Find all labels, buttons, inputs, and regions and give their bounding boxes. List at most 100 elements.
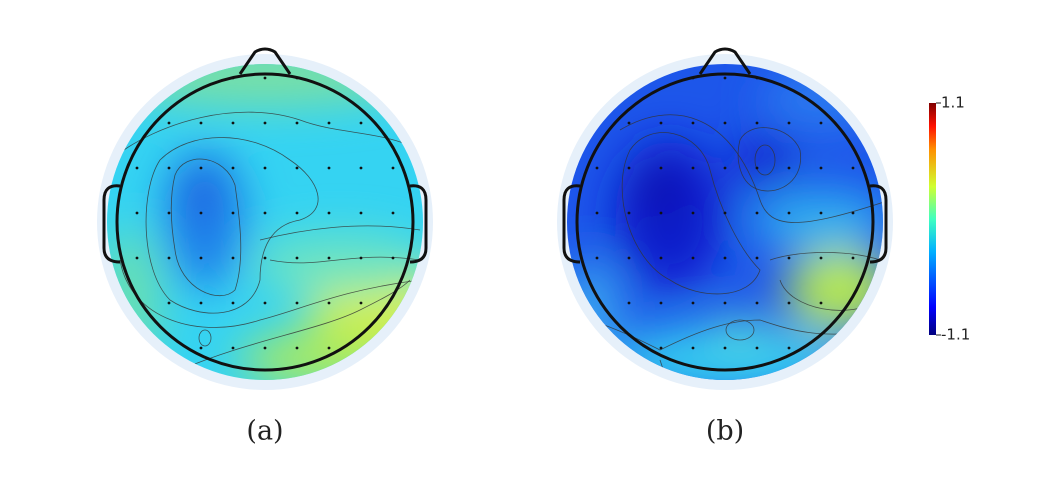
electrode [231,346,235,350]
electrode [327,166,331,170]
electrode [199,256,203,260]
electrode [691,256,695,260]
electrode [327,121,331,125]
electrode [167,301,171,305]
electrode [295,346,299,350]
electrode [627,256,631,260]
electrode [659,346,663,350]
topomap-a [97,47,433,390]
electrode [359,211,363,215]
electrode [167,211,171,215]
electrode [755,76,759,80]
electrode [295,76,299,80]
electrode [659,166,663,170]
electrode [723,121,727,125]
electrode [755,211,759,215]
electrode [167,121,171,125]
electrode [819,256,823,260]
colorbar [929,103,936,335]
electrode [295,121,299,125]
electrode [691,121,695,125]
electrode [231,301,235,305]
electrode [787,121,791,125]
electrode [263,346,267,350]
electrode [263,256,267,260]
electrode [595,256,599,260]
electrode [787,211,791,215]
electrode [327,346,331,350]
electrode [851,166,855,170]
electrode [819,301,823,305]
electrode [691,76,695,80]
colorbar-tick-label: -1.1 [941,326,970,344]
electrode [819,211,823,215]
electrode [167,256,171,260]
electrode [199,346,203,350]
electrode [359,256,363,260]
electrode [595,166,599,170]
electrode [295,211,299,215]
electrode [295,256,299,260]
electrode [231,256,235,260]
electrode [755,346,759,350]
electrode [691,211,695,215]
electrode [723,256,727,260]
electrode [787,346,791,350]
electrode [691,166,695,170]
electrode [659,211,663,215]
electrode [231,166,235,170]
electrode [723,166,727,170]
panel-label: (b) [706,416,744,447]
electrode [327,256,331,260]
electrode [263,301,267,305]
electrode [135,256,139,260]
electrode [659,121,663,125]
electrode [231,121,235,125]
electrode [851,211,855,215]
electrode [231,76,235,80]
electrode [135,166,139,170]
electrode [359,166,363,170]
electrode [263,166,267,170]
electrode [755,301,759,305]
electrode [723,211,727,215]
electrode [851,256,855,260]
electrode [391,166,395,170]
electrode [787,301,791,305]
panel-label: (a) [246,416,283,447]
electrode [199,166,203,170]
electrode [627,121,631,125]
electrode [755,256,759,260]
electrode [263,76,267,80]
electrode [691,301,695,305]
electrode [691,346,695,350]
electrode [627,211,631,215]
electrode [659,301,663,305]
electrode [755,121,759,125]
topomap-b [557,47,893,390]
electrode [327,301,331,305]
electrode [231,211,235,215]
electrode [295,166,299,170]
electrode [819,121,823,125]
colorbar-tick-label: 1.1 [941,94,965,112]
electrode [723,301,727,305]
electrode [787,166,791,170]
electrode [595,211,599,215]
electrode [199,301,203,305]
electrodes [135,76,855,350]
electrode [391,256,395,260]
electrode [295,301,299,305]
electrode [359,301,363,305]
electrode [359,121,363,125]
electrode [199,211,203,215]
electrode [787,256,791,260]
electrode [199,121,203,125]
electrode [391,211,395,215]
electrode [627,301,631,305]
electrode [327,211,331,215]
electrode [723,76,727,80]
electrode [755,166,759,170]
electrode [263,211,267,215]
